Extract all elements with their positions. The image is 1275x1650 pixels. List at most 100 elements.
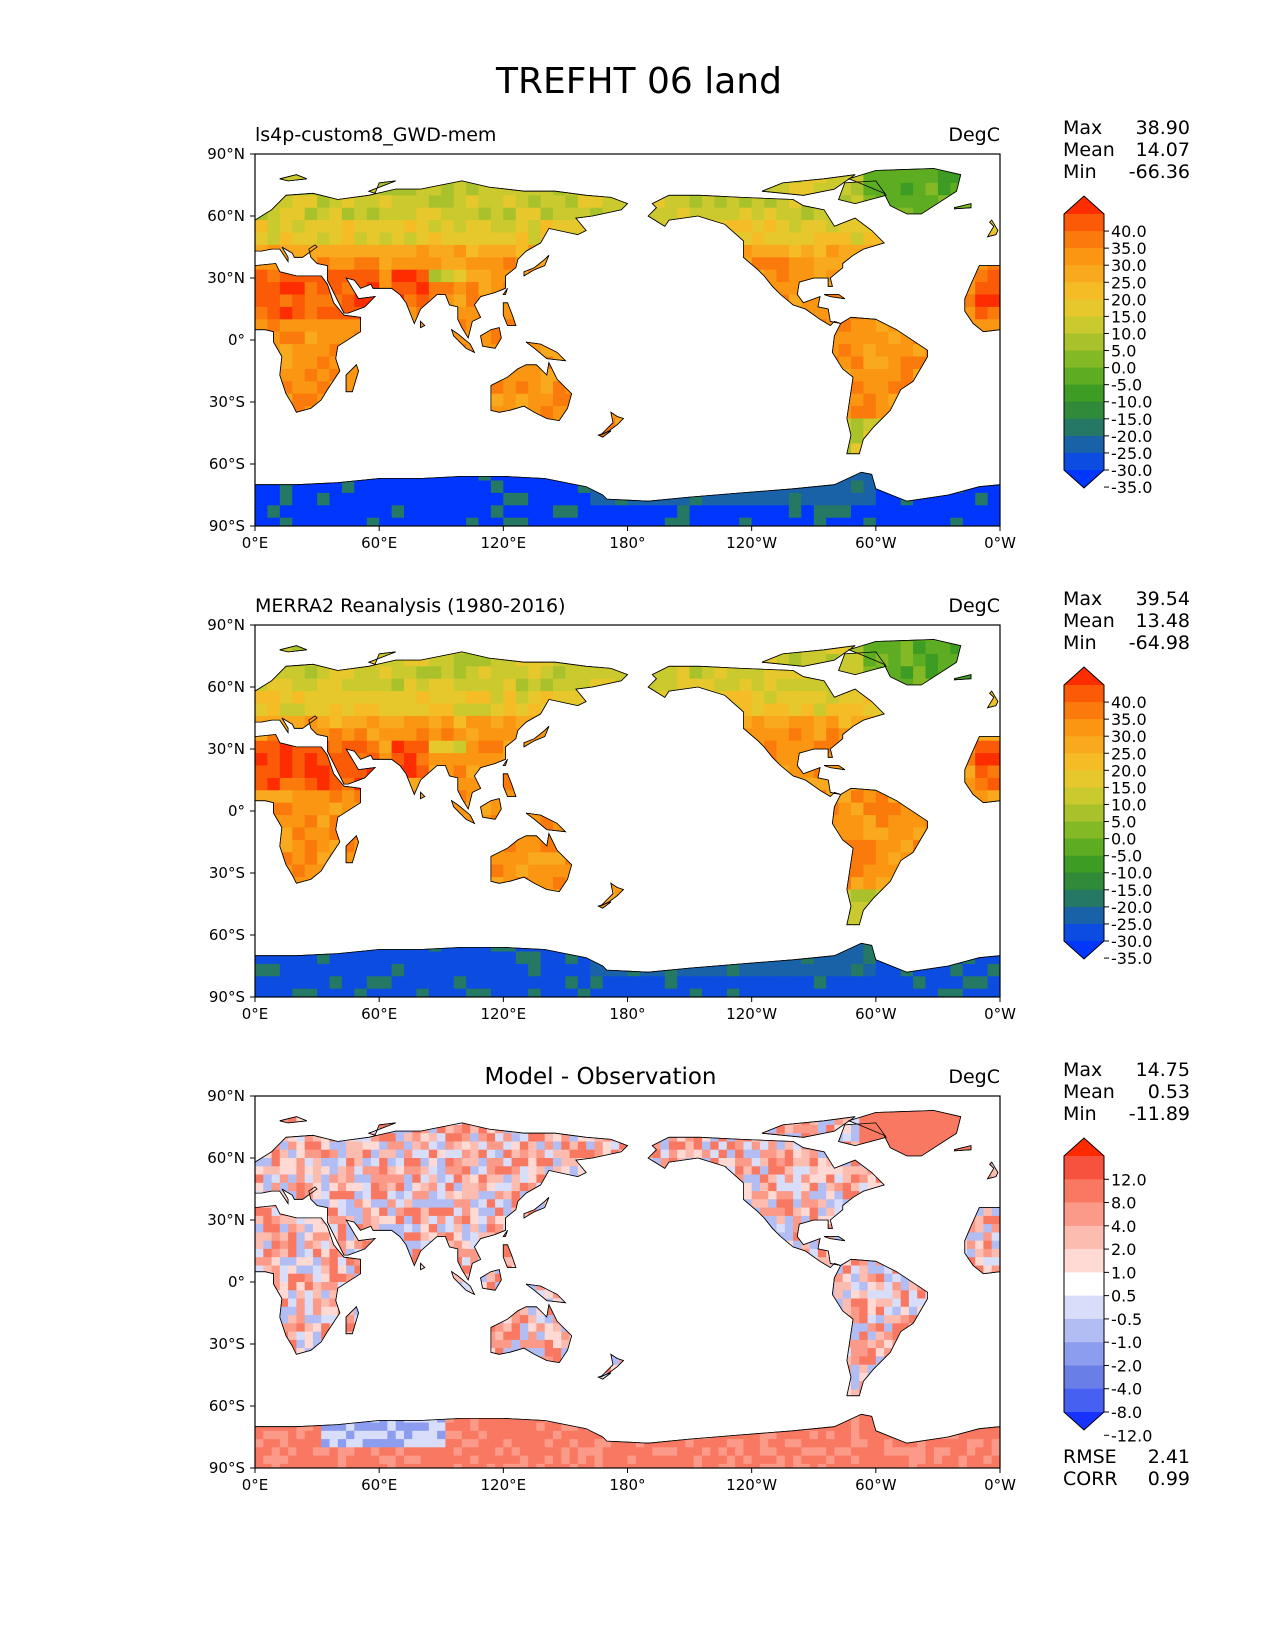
colorbar-segment: [1064, 1225, 1104, 1250]
colorbar-segment: [1064, 1156, 1104, 1180]
colorbar-segment: [1064, 719, 1104, 737]
y-tick-label: 0°: [228, 1273, 245, 1291]
x-tick-label: 120°W: [726, 1005, 777, 1023]
colorbar-segment: [1064, 367, 1104, 386]
colorbar-tick-label: -35.0: [1111, 478, 1152, 497]
colorbar-segment: [1064, 248, 1104, 266]
y-tick-label: 30°S: [209, 864, 245, 882]
colorbar-tick-label: 30.0: [1111, 256, 1147, 275]
stat-value: 14.07: [1136, 139, 1190, 161]
colorbar-segment: [1064, 350, 1104, 369]
colorbar-segment: [1064, 787, 1104, 805]
stat-value: 14.75: [1136, 1059, 1190, 1081]
y-tick-label: 60°N: [207, 678, 245, 696]
colorbar-segment: [1064, 265, 1104, 283]
colorbar-tick-label: -4.0: [1111, 1380, 1142, 1399]
y-tick-label: 30°N: [207, 740, 245, 758]
stat-value: -64.98: [1129, 632, 1190, 654]
x-tick-label: 0°W: [984, 534, 1016, 552]
colorbar-tick-label: -12.0: [1111, 1426, 1152, 1445]
colorbar-segment: [1064, 1179, 1104, 1204]
y-tick-label: 30°N: [207, 1211, 245, 1229]
colorbar-segment: [1064, 1272, 1104, 1297]
colorbar-segment: [1064, 316, 1104, 334]
colorbar-tick-label: 1.0: [1111, 1263, 1136, 1282]
figure-title: TREFHT 06 land: [495, 61, 782, 102]
stat-label: Mean: [1063, 1081, 1115, 1103]
x-tick-label: 120°E: [481, 534, 527, 552]
colorbar-tick-label: -5.0: [1111, 847, 1142, 866]
colorbar-segment: [1064, 736, 1104, 754]
colorbar-segment: [1064, 1295, 1104, 1320]
y-tick-label: 60°S: [209, 926, 245, 944]
x-tick-label: 60°W: [855, 1476, 897, 1494]
colorbar-tick-label: 5.0: [1111, 342, 1136, 361]
colorbar-tick-label: 15.0: [1111, 778, 1147, 797]
colorbar-tick-label: 10.0: [1111, 324, 1147, 343]
stat-value: 38.90: [1136, 117, 1190, 139]
y-tick-label: 30°S: [209, 393, 245, 411]
x-tick-label: 60°W: [855, 1005, 897, 1023]
colorbar-tick-label: 8.0: [1111, 1194, 1136, 1213]
colorbar-tick-label: -15.0: [1111, 881, 1152, 900]
colorbar-tick-label: 10.0: [1111, 795, 1147, 814]
colorbar-tick-label: 20.0: [1111, 761, 1147, 780]
colorbar-tick-label: -5.0: [1111, 376, 1142, 395]
y-tick-label: 30°S: [209, 1335, 245, 1353]
y-tick-label: 90°N: [207, 145, 245, 163]
colorbar-segment: [1064, 452, 1104, 471]
x-tick-label: 60°E: [361, 1005, 397, 1023]
colorbar-tick-label: -35.0: [1111, 949, 1152, 968]
x-tick-label: 120°E: [481, 1476, 527, 1494]
colorbar-tick-label: -8.0: [1111, 1403, 1142, 1422]
y-tick-label: 60°S: [209, 455, 245, 473]
colorbar-tick-label: 25.0: [1111, 744, 1147, 763]
colorbar-tick-label: 0.0: [1111, 830, 1136, 849]
colorbar: 40.035.030.025.020.015.010.05.00.0-5.0-1…: [1063, 666, 1152, 968]
colorbar-extend-min: [1064, 470, 1104, 488]
coastlines: [255, 639, 1000, 997]
panel-left-title: ls4p-custom8_GWD-mem: [255, 124, 496, 146]
colorbar-segment: [1064, 333, 1104, 352]
colorbar-segment: [1064, 804, 1104, 823]
colorbar-tick-label: 0.5: [1111, 1287, 1136, 1306]
colorbar-segment: [1064, 770, 1104, 788]
x-tick-label: 120°W: [726, 534, 777, 552]
colorbar-tick-label: 40.0: [1111, 693, 1147, 712]
x-tick-label: 0°E: [242, 1476, 269, 1494]
colorbar-tick-label: -10.0: [1111, 393, 1152, 412]
colorbar-extend-min: [1064, 1412, 1104, 1430]
colorbar-segment: [1064, 753, 1104, 771]
stat-value: -66.36: [1129, 161, 1190, 183]
extra-stat-label: RMSE: [1063, 1446, 1117, 1468]
stat-label: Min: [1063, 632, 1097, 654]
x-tick-label: 180°: [609, 1476, 645, 1494]
y-tick-label: 0°: [228, 331, 245, 349]
colorbar-segment: [1064, 685, 1104, 703]
y-tick-label: 90°S: [209, 517, 245, 535]
colorbar-extend-max: [1064, 196, 1104, 214]
colorbar-tick-label: 20.0: [1111, 290, 1147, 309]
stat-value: 0.53: [1148, 1081, 1190, 1103]
coastlines: [255, 1110, 1000, 1468]
colorbar-segment: [1064, 821, 1104, 840]
panel-units: DegC: [948, 1066, 1000, 1088]
stat-value: -11.89: [1129, 1103, 1190, 1125]
colorbar-segment: [1064, 889, 1104, 908]
colorbar: 40.035.030.025.020.015.010.05.00.0-5.0-1…: [1063, 195, 1152, 497]
x-tick-label: 120°E: [481, 1005, 527, 1023]
colorbar-tick-label: 4.0: [1111, 1217, 1136, 1236]
panel-units: DegC: [948, 124, 1000, 146]
y-tick-label: 0°: [228, 802, 245, 820]
x-tick-label: 0°E: [242, 534, 269, 552]
colorbar-segment: [1064, 1249, 1104, 1273]
stat-label: Max: [1063, 1059, 1102, 1081]
panel-center-title: Model - Observation: [484, 1064, 716, 1090]
panel-difference: 0°E 60°E 120°E 180° 120°W 60°W 0°W 90°N 60°N 30°N…: [207, 1059, 1190, 1494]
colorbar-tick-label: 12.0: [1111, 1170, 1147, 1189]
x-tick-label: 0°W: [984, 1005, 1016, 1023]
colorbar-segment: [1064, 702, 1104, 720]
colorbar-tick-label: 0.0: [1111, 359, 1136, 378]
stat-label: Max: [1063, 588, 1102, 610]
